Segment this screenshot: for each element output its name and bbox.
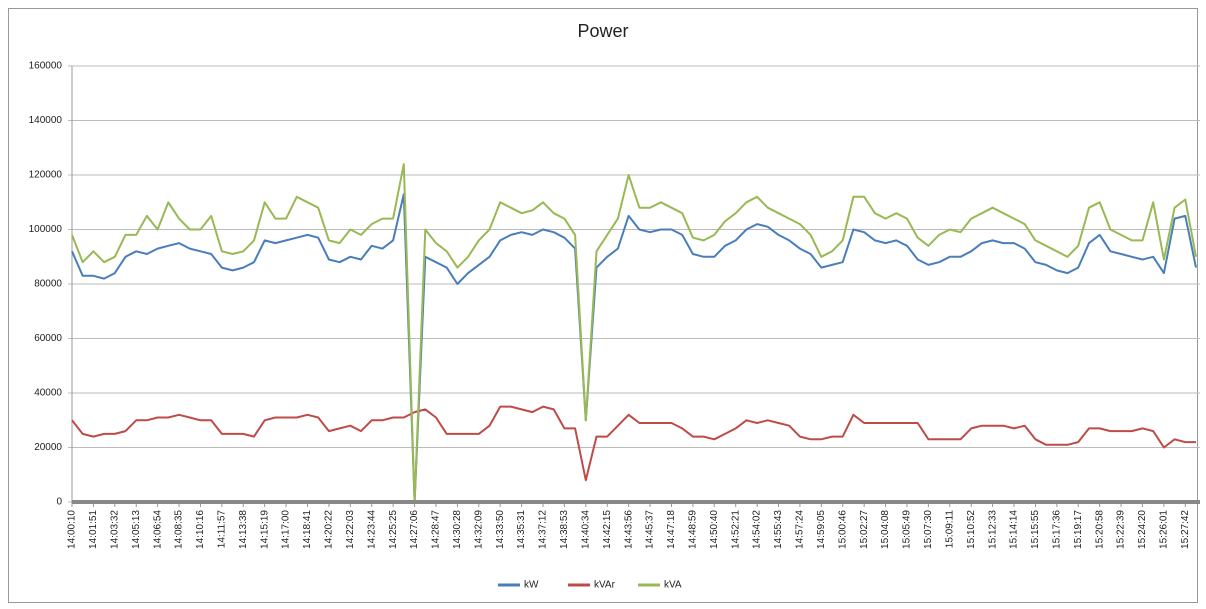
x-tick-label: 14:20:22 <box>324 510 335 549</box>
x-tick-label: 15:05:49 <box>902 510 913 549</box>
y-tick-label: 60000 <box>34 333 62 344</box>
x-tick-label: 14:40:34 <box>580 510 591 549</box>
x-tick-label: 14:42:15 <box>602 510 613 549</box>
x-tick-label: 14:00:10 <box>67 510 78 549</box>
chart-title: Power <box>577 21 628 41</box>
x-tick-label: 14:01:51 <box>88 510 99 549</box>
x-tick-label: 14:43:56 <box>623 510 634 549</box>
x-tick-label: 14:23:44 <box>366 510 377 549</box>
x-tick-label: 14:05:13 <box>131 510 142 549</box>
x-tick-label: 14:55:43 <box>773 510 784 549</box>
x-tick-label: 14:22:03 <box>345 510 356 549</box>
x-tick-label: 14:37:12 <box>538 510 549 549</box>
x-tick-label: 14:32:09 <box>473 510 484 549</box>
x-tick-label: 14:27:06 <box>409 510 420 549</box>
x-tick-label: 15:04:08 <box>880 510 891 549</box>
x-tick-label: 15:07:30 <box>923 510 934 549</box>
x-tick-label: 14:30:28 <box>452 510 463 549</box>
x-tick-label: 14:10:16 <box>195 510 206 549</box>
x-tick-label: 14:06:54 <box>152 510 163 549</box>
y-tick-label: 120000 <box>29 170 63 181</box>
x-tick-label: 15:00:46 <box>837 510 848 549</box>
x-tick-label: 14:57:24 <box>795 510 806 549</box>
x-tick-label: 15:20:58 <box>1094 510 1105 549</box>
x-tick-label: 14:03:32 <box>109 510 120 549</box>
legend-label: kVAr <box>594 580 616 591</box>
x-tick-label: 15:17:36 <box>1051 510 1062 549</box>
x-tick-label: 15:27:42 <box>1180 510 1191 549</box>
legend-label: kW <box>524 580 539 591</box>
x-tick-label: 14:52:21 <box>730 510 741 549</box>
x-tick-label: 14:13:38 <box>238 510 249 549</box>
y-tick-label: 20000 <box>34 442 62 453</box>
x-tick-label: 15:19:17 <box>1073 510 1084 549</box>
x-tick-label: 15:15:55 <box>1030 510 1041 549</box>
x-tick-label: 14:59:05 <box>816 510 827 549</box>
y-tick-label: 160000 <box>29 61 63 72</box>
x-tick-label: 15:10:52 <box>966 510 977 549</box>
x-tick-label: 14:28:47 <box>431 510 442 549</box>
x-tick-label: 14:38:53 <box>559 510 570 549</box>
y-tick-label: 80000 <box>34 279 62 290</box>
x-tick-label: 14:54:02 <box>752 510 763 549</box>
x-tick-label: 15:22:39 <box>1116 510 1127 549</box>
series-line <box>71 163 1197 503</box>
x-tick-label: 14:50:40 <box>709 510 720 549</box>
y-tick-label: 140000 <box>29 115 63 126</box>
x-tick-label: 14:47:18 <box>666 510 677 549</box>
x-tick-label: 15:12:33 <box>987 510 998 549</box>
y-tick-label: 100000 <box>29 224 63 235</box>
y-tick-label: 40000 <box>34 388 62 399</box>
x-tick-label: 14:15:19 <box>259 510 270 549</box>
x-tick-label: 14:25:25 <box>388 510 399 549</box>
x-tick-label: 14:45:37 <box>645 510 656 549</box>
series-line <box>71 405 1196 482</box>
x-tick-label: 14:11:57 <box>217 510 228 549</box>
x-tick-label: 14:35:31 <box>516 510 527 549</box>
x-tick-label: 15:02:27 <box>859 510 870 549</box>
x-tick-label: 14:17:00 <box>281 510 292 549</box>
x-tick-label: 14:18:41 <box>302 510 313 549</box>
x-tick-label: 15:24:20 <box>1137 510 1148 549</box>
legend-label: kVA <box>664 580 682 591</box>
x-tick-label: 14:33:50 <box>495 510 506 549</box>
x-tick-label: 15:26:01 <box>1159 510 1170 549</box>
y-tick-label: 0 <box>56 497 62 508</box>
x-tick-label: 15:14:14 <box>1009 510 1020 549</box>
series-line <box>71 193 1197 503</box>
x-tick-label: 15:09:11 <box>944 510 955 549</box>
x-tick-label: 14:48:59 <box>688 510 699 549</box>
x-tick-label: 14:08:35 <box>174 510 185 549</box>
